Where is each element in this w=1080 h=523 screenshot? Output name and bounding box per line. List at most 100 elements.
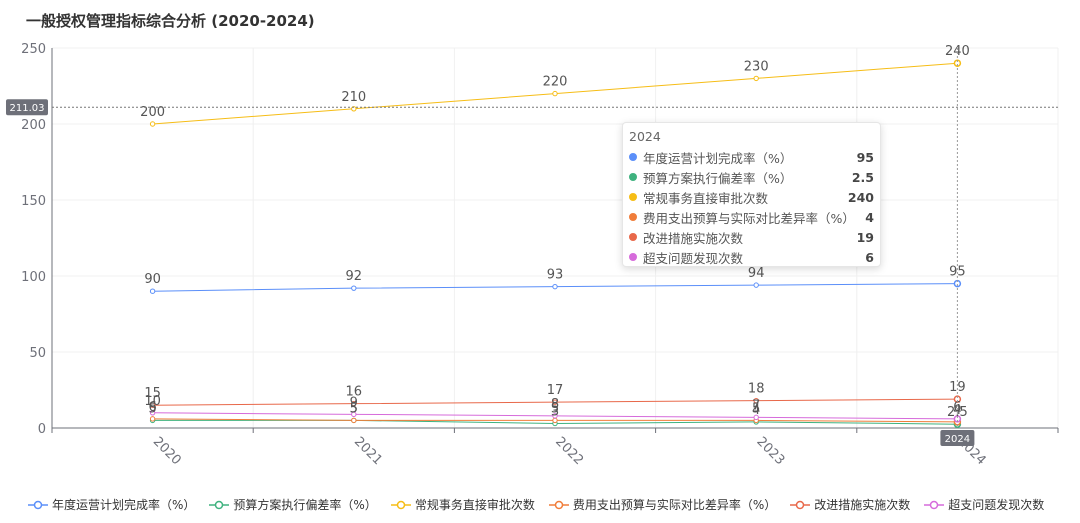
x-tick-label: 2020 <box>150 434 184 468</box>
tooltip-dot-icon <box>629 193 637 201</box>
tooltip-row: 预算方案执行偏差率（%） 2.5 <box>629 167 874 187</box>
x-tick-label: 2023 <box>753 434 787 468</box>
data-label: 10 <box>144 394 161 409</box>
data-label: 230 <box>744 59 769 74</box>
data-point <box>753 75 759 82</box>
legend: 年度运营计划完成率（%） 预算方案执行偏差率（%） 常规事务直接审批次数 费用支出预算… <box>28 496 1044 513</box>
data-label: 240 <box>945 44 970 59</box>
chart-title: 一般授权管理指标综合分析 (2020-2024) <box>26 12 315 30</box>
tooltip-row: 改进措施实施次数 19 <box>629 227 874 247</box>
crosshair-y-badge <box>6 99 48 116</box>
data-label: 5 <box>752 401 760 416</box>
legend-line-icon <box>390 500 411 509</box>
legend-item[interactable]: 改进措施实施次数 <box>790 496 910 513</box>
tooltip-value: 2.5 <box>851 169 874 185</box>
data-point <box>351 400 357 407</box>
tooltip-series-name: 超支问题发现次数 <box>643 250 744 266</box>
legend-line-icon <box>548 500 569 509</box>
data-label: 6 <box>148 400 156 415</box>
y-tick-label: 200 <box>21 118 46 133</box>
data-label: 210 <box>341 90 366 105</box>
data-label: 90 <box>144 272 161 287</box>
data-label: 5 <box>350 401 358 416</box>
legend-label: 预算方案执行偏差率（%） <box>233 498 377 512</box>
legend-line-icon <box>790 500 811 509</box>
grid <box>51 47 1059 428</box>
data-label: 7 <box>752 398 760 413</box>
data-label: 8 <box>551 397 559 412</box>
data-label: 6 <box>953 400 961 415</box>
data-point <box>149 416 156 422</box>
data-point <box>753 414 759 421</box>
tooltip-row: 常规事务直接审批次数 240 <box>629 187 874 207</box>
data-point <box>149 121 156 127</box>
data-point <box>351 285 357 291</box>
data-point <box>552 283 558 290</box>
data-point <box>552 399 558 405</box>
legend-item[interactable]: 常规事务直接审批次数 <box>390 496 535 513</box>
data-point <box>552 90 558 97</box>
tooltip-value: 6 <box>865 249 874 265</box>
y-tick-label: 50 <box>29 346 46 361</box>
data-label: 18 <box>748 382 765 397</box>
tooltip-series-name: 改进措施实施次数 <box>643 230 744 246</box>
tooltip-dot-icon <box>629 153 637 161</box>
legend-label: 超支问题发现次数 <box>948 498 1045 512</box>
legend-item[interactable]: 年度运营计划完成率（%） <box>28 496 195 513</box>
tooltip-dot-icon <box>629 253 637 261</box>
data-label: 93 <box>547 268 564 283</box>
legend-line-icon <box>209 500 230 509</box>
data-point <box>351 417 357 424</box>
tooltip-row: 年度运营计划完成率（%） 95 <box>629 147 874 167</box>
data-label: 3 <box>551 404 559 419</box>
x-tick-label: 2022 <box>552 434 586 468</box>
data-label: 5 <box>350 401 358 416</box>
data-label: 5 <box>551 401 559 416</box>
y-tick-label: 0 <box>38 422 46 437</box>
y-tick-label: 150 <box>21 194 46 209</box>
tooltip-series-name: 费用支出预算与实际对比差异率（%） <box>643 210 855 226</box>
tooltip-value: 19 <box>856 229 874 245</box>
data-label: 4 <box>752 403 760 418</box>
data-point <box>552 413 558 419</box>
data-label: 17 <box>547 383 564 398</box>
data-label: 220 <box>543 75 568 90</box>
crosshair-y-readout: 211.03 <box>10 103 45 114</box>
data-label: 15 <box>144 386 161 401</box>
legend-label: 常规事务直接审批次数 <box>414 498 535 512</box>
data-label: 200 <box>140 105 165 120</box>
tooltip-title: 2024 <box>629 129 661 144</box>
legend-label: 年度运营计划完成率（%） <box>52 498 196 512</box>
crosshair-x-badge <box>940 430 975 446</box>
tooltip-row: 费用支出预算与实际对比差异率（%） 4 <box>629 207 874 227</box>
legend-item[interactable]: 超支问题发现次数 <box>924 496 1044 513</box>
data-point <box>149 410 156 416</box>
data-label: 94 <box>748 266 765 281</box>
data-label: 9 <box>350 395 358 410</box>
data-point <box>351 411 357 418</box>
data-label: 19 <box>949 380 966 395</box>
legend-label: 费用支出预算与实际对比差异率（%） <box>572 498 777 512</box>
data-label: 92 <box>346 269 363 284</box>
crosshair: 211.03 2024 <box>6 48 1058 446</box>
tooltip-value: 240 <box>847 189 874 205</box>
tooltip-row: 超支问题发现次数 6 <box>629 247 874 267</box>
tooltip-value: 95 <box>856 149 874 165</box>
legend-item[interactable]: 费用支出预算与实际对比差异率（%） <box>548 496 777 513</box>
y-tick-label: 250 <box>21 42 46 57</box>
tooltip: 2024 年度运营计划完成率（%） 95 预算方案执行偏差率（%） 2.5 常规事务直接… <box>622 122 881 267</box>
data-point <box>753 282 759 288</box>
data-label: 16 <box>346 385 363 400</box>
x-tick-label: 2021 <box>351 434 385 468</box>
tooltip-dot-icon <box>629 213 637 221</box>
tooltip-series-name: 年度运营计划完成率（%） <box>643 150 793 166</box>
y-tick-label: 100 <box>21 270 46 285</box>
tooltip-dot-icon <box>629 173 637 181</box>
legend-item[interactable]: 预算方案执行偏差率（%） <box>209 496 377 513</box>
data-label: 4 <box>953 403 961 418</box>
tooltip-series-name: 预算方案执行偏差率（%） <box>643 170 793 186</box>
legend-line-icon <box>28 500 48 509</box>
axes: 0 50 100 150 200 250 2020 2021 2022 2023 2024 <box>21 42 1059 468</box>
